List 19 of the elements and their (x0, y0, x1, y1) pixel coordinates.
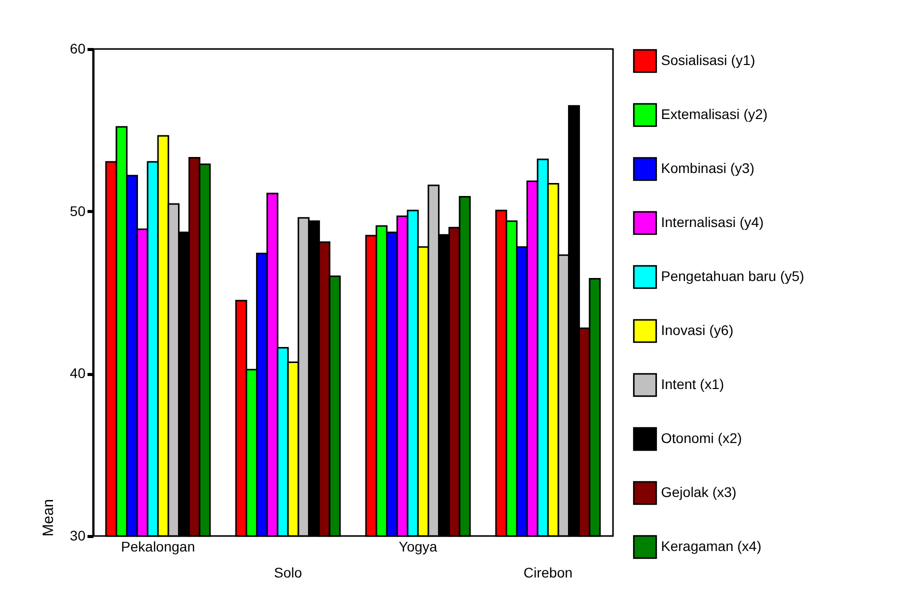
y-tick-label: 30 (70, 528, 86, 544)
legend-label: Gejolak (x3) (661, 484, 736, 500)
legend-label: Internalisasi (y4) (661, 214, 764, 230)
y-axis-title: Mean (40, 498, 57, 536)
x-tick-label: Yogya (398, 538, 438, 554)
y-tick-label: 50 (70, 202, 86, 219)
x-tick-label: Solo (274, 564, 302, 580)
legend-label: Pengetahuan baru (y5) (661, 268, 804, 284)
y-tick-label: 60 (70, 40, 86, 56)
legend-label: Extemalisasi (y2) (661, 106, 768, 122)
legend-label: Kombinasi (y3) (661, 160, 754, 176)
x-tick-label: Pekalongan (121, 538, 195, 554)
legend-label: Sosialisasi (y1) (661, 52, 756, 68)
legend-label: Otonomi (x2) (661, 430, 742, 446)
legend-label: Keragaman (x4) (661, 538, 762, 554)
x-tick-label: Cirebon (523, 564, 573, 580)
y-tick-label: 40 (70, 365, 86, 382)
legend-label: Intent (x1) (661, 376, 724, 392)
legend-label: Inovasi (y6) (661, 322, 734, 338)
